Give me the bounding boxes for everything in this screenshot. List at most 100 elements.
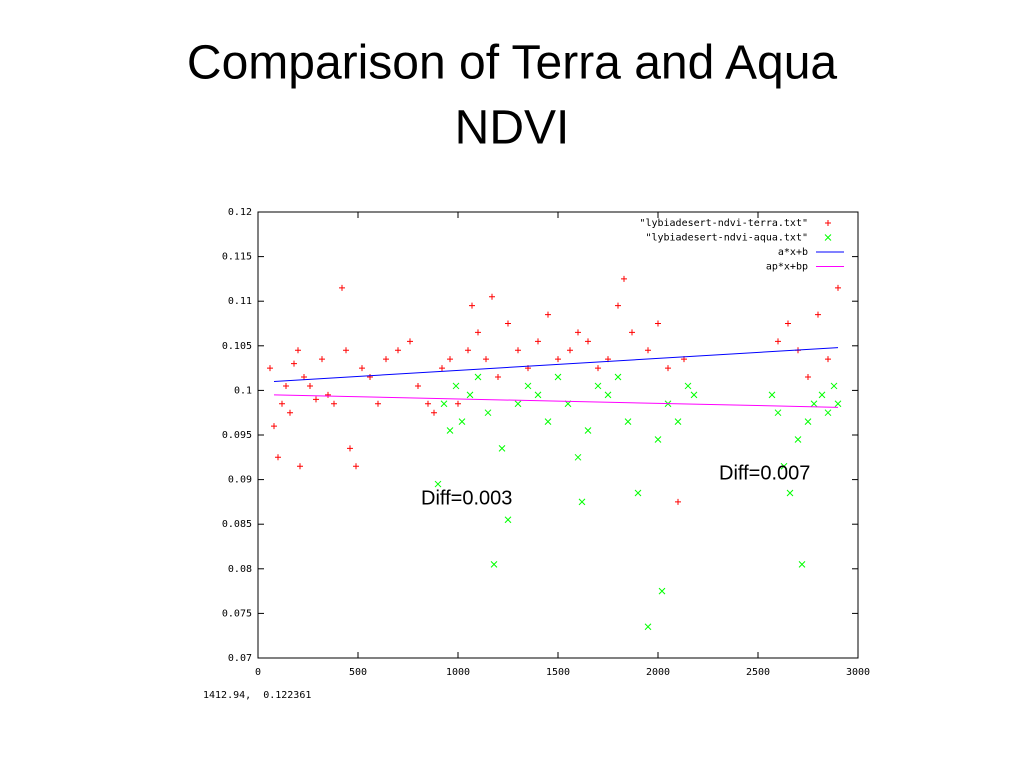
point — [301, 374, 307, 381]
y-tick-label: 0.08 — [228, 564, 252, 575]
point — [534, 391, 542, 399]
point — [604, 391, 612, 399]
point — [455, 400, 461, 407]
legend-label: ap*x+bp — [766, 262, 808, 273]
point — [447, 356, 453, 363]
x-tick-label: 500 — [349, 667, 367, 678]
point — [291, 360, 297, 367]
y-tick-label: 0.095 — [222, 430, 252, 441]
point — [775, 338, 781, 345]
point — [624, 418, 632, 425]
point — [439, 365, 445, 372]
point — [798, 560, 806, 568]
legend-label: a*x+b — [778, 247, 808, 258]
point — [495, 374, 501, 381]
point — [774, 409, 782, 417]
x-tick-label: 1000 — [446, 667, 470, 678]
point — [514, 400, 522, 408]
point — [674, 418, 682, 425]
point — [805, 374, 811, 381]
y-tick-label: 0.085 — [222, 519, 252, 530]
point — [359, 365, 365, 372]
point — [331, 400, 337, 407]
point — [415, 382, 421, 389]
status-text: 1412.94, 0.122361 — [203, 690, 311, 701]
point — [545, 311, 551, 318]
point — [475, 329, 481, 336]
annotation: Diff=0.007 — [719, 462, 810, 484]
y-tick-label: 0.105 — [222, 341, 252, 352]
point — [524, 382, 532, 390]
point — [567, 347, 573, 354]
point — [555, 356, 561, 363]
point — [466, 391, 474, 399]
point — [287, 409, 293, 416]
point — [594, 382, 602, 390]
point — [785, 320, 791, 327]
x-tick-label: 0 — [255, 667, 261, 678]
legend-swatch — [825, 220, 831, 226]
point — [621, 275, 627, 282]
point — [279, 400, 285, 407]
point — [271, 423, 277, 430]
point — [615, 302, 621, 309]
point — [446, 427, 454, 434]
point — [578, 498, 586, 506]
point — [498, 445, 506, 452]
point — [614, 373, 622, 381]
point — [825, 356, 831, 363]
point — [780, 462, 788, 470]
point — [431, 409, 437, 416]
point — [654, 436, 662, 443]
point — [684, 382, 692, 390]
point — [504, 516, 512, 524]
point — [452, 382, 460, 390]
point — [367, 374, 373, 381]
point — [469, 302, 475, 309]
point — [629, 329, 635, 336]
x-tick-label: 1500 — [546, 667, 570, 678]
point — [768, 391, 776, 399]
point — [489, 293, 495, 300]
y-tick-label: 0.1 — [234, 385, 252, 396]
point — [339, 284, 345, 291]
point — [645, 347, 651, 354]
y-tick-label: 0.075 — [222, 608, 252, 619]
point — [313, 396, 319, 403]
point — [505, 320, 511, 327]
point — [434, 480, 442, 488]
legend-swatch — [824, 234, 832, 241]
y-tick-label: 0.115 — [222, 252, 252, 263]
point — [634, 489, 642, 497]
point — [307, 382, 313, 389]
point — [690, 391, 698, 399]
point — [575, 329, 581, 336]
point — [295, 347, 301, 354]
point — [395, 347, 401, 354]
legend-label: "lybiadesert-ndvi-aqua.txt" — [645, 233, 808, 244]
point — [483, 356, 489, 363]
point — [535, 338, 541, 345]
point — [347, 445, 353, 452]
point — [297, 463, 303, 470]
fit-line — [273, 394, 839, 408]
point — [658, 587, 666, 595]
point — [595, 365, 601, 372]
y-tick-label: 0.12 — [228, 207, 252, 218]
point — [815, 311, 821, 318]
point — [383, 356, 389, 363]
y-tick-label: 0.07 — [228, 653, 252, 664]
point — [458, 418, 466, 425]
point — [440, 400, 448, 408]
point — [824, 409, 832, 417]
point — [474, 373, 482, 381]
y-tick-label: 0.11 — [228, 296, 252, 307]
point — [818, 391, 826, 399]
y-tick-label: 0.09 — [228, 475, 252, 486]
point — [585, 338, 591, 345]
point — [835, 284, 841, 291]
point — [267, 365, 273, 372]
point — [675, 498, 681, 505]
